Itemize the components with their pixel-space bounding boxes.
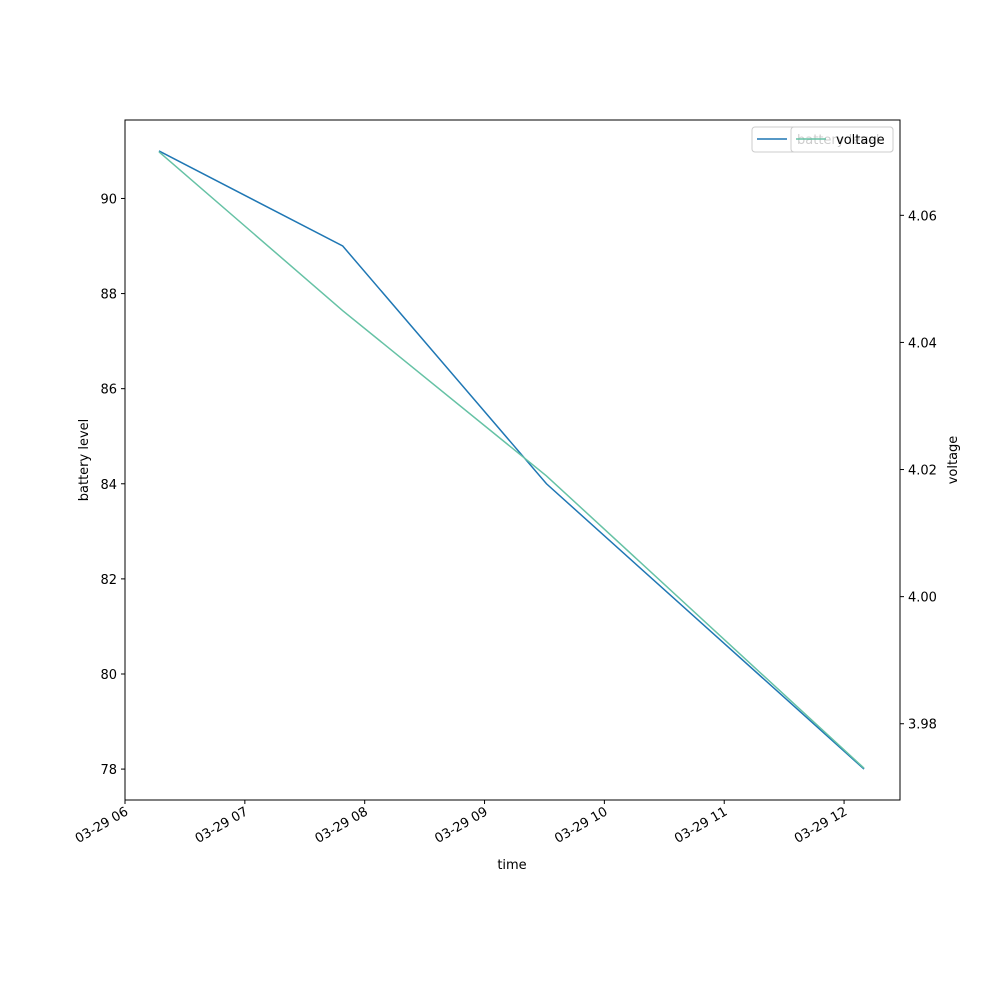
y2-tick-label: 4.04 <box>908 336 937 351</box>
x-tick-label: 03-29 10 <box>552 804 610 846</box>
x-tick-label: 03-29 07 <box>193 804 251 846</box>
legend-label: voltage <box>836 133 885 148</box>
legend-box <box>790 126 894 153</box>
y-tick-label: 90 <box>100 192 117 207</box>
y-tick-label: 80 <box>100 668 117 683</box>
plot-frame <box>124 119 901 801</box>
y2-tick-label: 4.02 <box>908 464 937 479</box>
y-tick-label: 82 <box>100 573 117 588</box>
y-axis-label: battery level <box>77 419 92 502</box>
x-tick-label: 03-29 12 <box>792 804 850 846</box>
y2-axis-label: voltage <box>946 436 961 485</box>
y-tick-label: 88 <box>100 288 117 303</box>
x-tick-label: 03-29 08 <box>313 804 371 846</box>
y-tick-label: 78 <box>100 763 117 778</box>
y-tick-label: 84 <box>100 478 117 493</box>
line <box>158 151 865 769</box>
y2-tick-label: 4.06 <box>908 209 937 224</box>
x-tick-label: 03-29 06 <box>73 804 131 846</box>
x-tick-label: 03-29 09 <box>432 804 490 846</box>
y-tick-label: 86 <box>100 383 117 398</box>
x-axis-label: time <box>497 858 526 873</box>
y2-tick-label: 4.00 <box>908 591 937 606</box>
y2-tick-label: 3.98 <box>908 718 937 733</box>
line <box>158 150 865 770</box>
x-tick-label: 03-29 11 <box>672 804 730 846</box>
